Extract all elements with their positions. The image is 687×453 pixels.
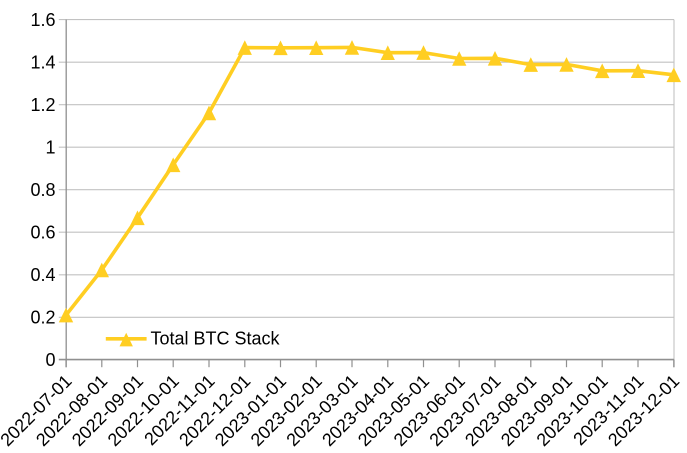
svg-text:0.4: 0.4 [30, 265, 55, 285]
svg-text:0.2: 0.2 [30, 308, 55, 328]
svg-text:1.2: 1.2 [30, 95, 55, 115]
svg-text:1.6: 1.6 [30, 10, 55, 30]
svg-text:1: 1 [45, 137, 55, 157]
svg-text:0.6: 0.6 [30, 222, 55, 242]
svg-text:Total BTC Stack: Total BTC Stack [151, 329, 281, 349]
svg-text:0: 0 [45, 350, 55, 370]
svg-text:1.4: 1.4 [30, 52, 55, 72]
svg-text:0.8: 0.8 [30, 180, 55, 200]
